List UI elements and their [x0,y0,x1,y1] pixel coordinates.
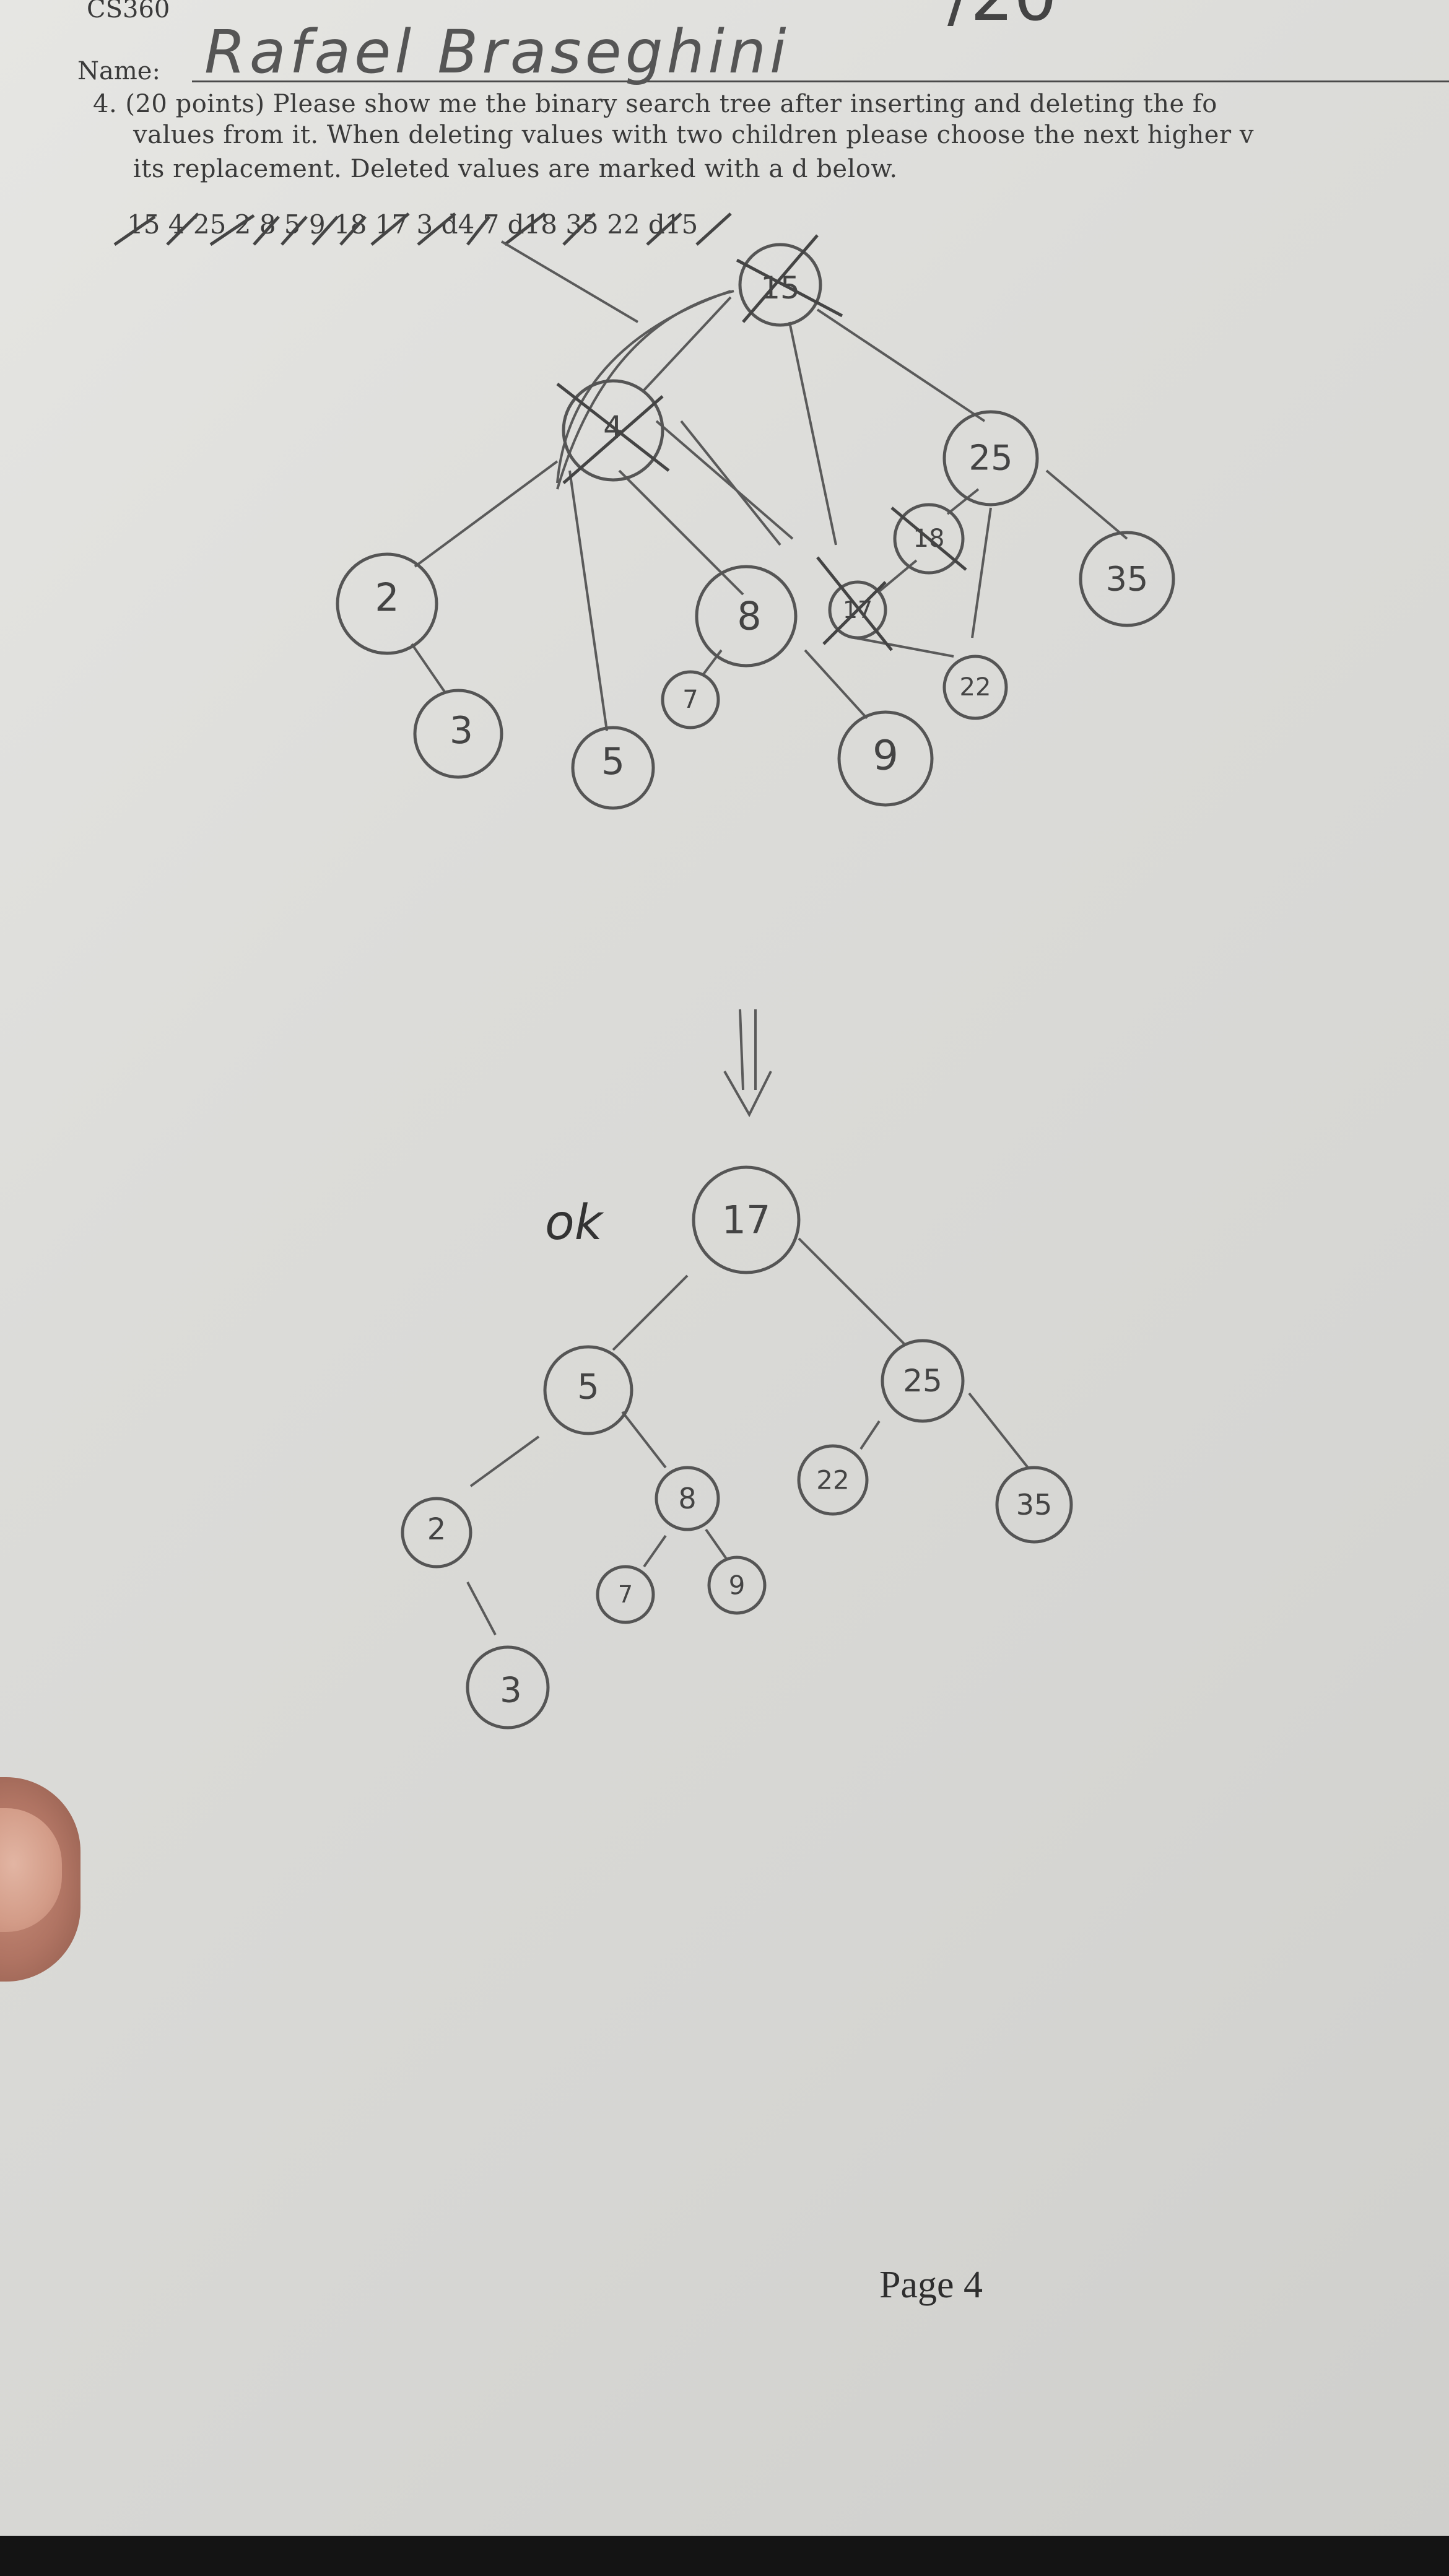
svg-text:2: 2 [375,575,399,620]
final-tree-edges [466,1237,1029,1635]
final-node-3: 3 [466,1645,550,1730]
score-mark: /20 [947,0,1057,36]
svg-text:17: 17 [722,1198,771,1243]
working-tree-edges [411,240,1128,731]
final-node-22: 22 [797,1444,869,1516]
working-node-35: 35 [1079,531,1175,627]
svg-text:7: 7 [682,685,698,714]
sequence-strikes [113,212,732,246]
working-node-15: 15 [736,234,843,327]
svg-text:22: 22 [816,1465,849,1495]
final-node-7: 7 [596,1565,655,1624]
svg-text:25: 25 [968,438,1012,479]
working-node-7: 7 [661,670,720,729]
svg-text:7: 7 [618,1581,633,1608]
final-node-2: 2 [401,1497,472,1569]
svg-text:22: 22 [960,673,991,702]
svg-text:25: 25 [903,1363,942,1399]
working-node-2: 2 [336,552,438,655]
svg-text:8: 8 [737,594,761,639]
down-arrow [723,1009,772,1118]
working-node-22: 22 [942,655,1008,720]
working-node-5: 5 [571,726,655,810]
working-node-25: 25 [942,410,1039,507]
value-sequence: 15 4 25 2 8 5 9 18 17 3 d4 7 d18 35 22 d… [127,209,698,240]
svg-text:9: 9 [872,732,899,780]
course-code: CS360 [87,0,170,24]
working-node-17: 17 [816,556,893,651]
final-node-5: 5 [543,1345,633,1435]
ok-mark: ok [545,1195,603,1251]
svg-text:9: 9 [729,1570,746,1601]
question-line-2: values from it. When deleting values wit… [133,121,1254,149]
final-node-17: 17 [692,1165,801,1274]
svg-text:5: 5 [577,1367,599,1408]
working-node-8: 8 [695,565,798,668]
working-node-3: 3 [413,689,503,779]
name-underline [192,80,1449,82]
final-node-35: 35 [995,1466,1073,1544]
working-node-9: 9 [837,710,934,807]
svg-text:2: 2 [427,1512,446,1547]
page-number: Page 4 [879,2264,983,2306]
working-node-4: 4 [556,379,670,484]
question-line-1: 4. (20 points) Please show me the binary… [93,90,1217,118]
svg-text:8: 8 [678,1482,696,1515]
svg-text:35: 35 [1016,1488,1053,1521]
question-line-3: its replacement. Deleted values are mark… [133,155,898,183]
svg-text:3: 3 [500,1671,522,1711]
student-name: Rafael Braseghini [204,17,790,87]
final-node-25: 25 [881,1339,965,1423]
final-node-9: 9 [707,1556,767,1615]
svg-text:35: 35 [1106,560,1149,599]
working-node-18: 18 [890,503,967,575]
name-label: Name: [77,57,160,85]
svg-text:5: 5 [601,740,625,783]
svg-text:3: 3 [450,709,473,752]
final-node-8: 8 [655,1466,720,1531]
desk-background [0,2536,1449,2576]
